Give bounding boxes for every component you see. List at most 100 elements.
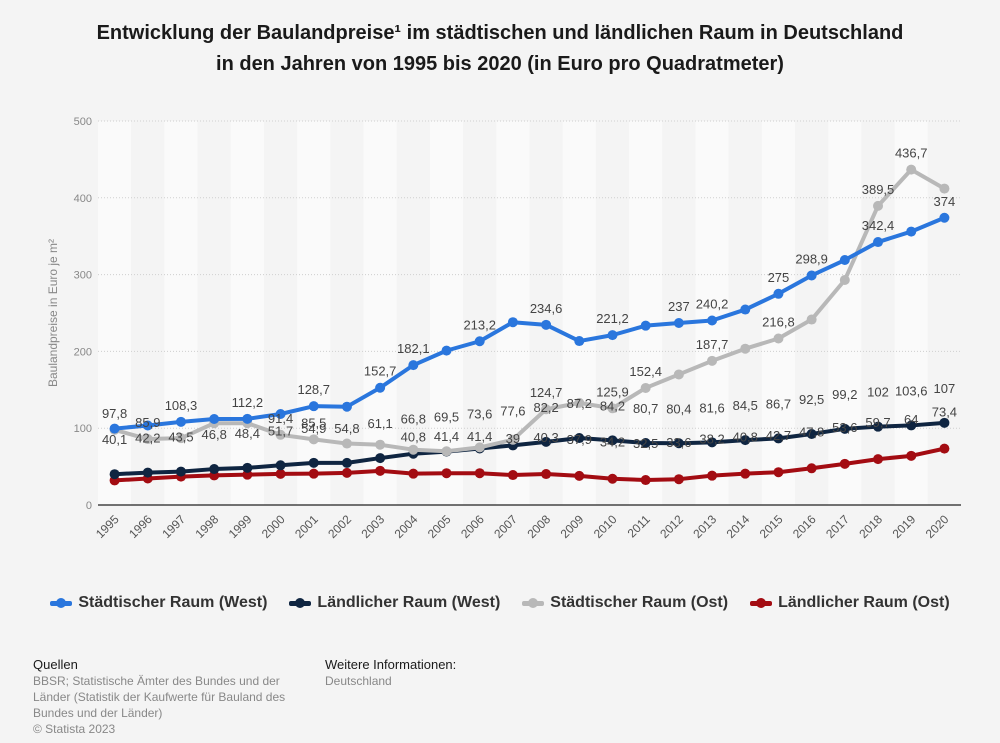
- data-point: [707, 437, 718, 448]
- data-label: 85,9: [135, 415, 160, 430]
- x-tick-label: 1998: [193, 512, 222, 541]
- data-label: 77,6: [500, 403, 525, 418]
- data-label: 125,9: [596, 384, 629, 399]
- data-point: [541, 404, 552, 415]
- data-point: [939, 417, 950, 428]
- data-label: 48,4: [235, 426, 260, 441]
- data-point: [408, 360, 419, 371]
- chart-title-line-2: in den Jahren von 1995 bis 2020 (in Euro…: [216, 53, 784, 75]
- data-label: 40,8: [401, 430, 426, 445]
- data-label: 80,4: [666, 401, 691, 416]
- data-label: 66,8: [401, 412, 426, 427]
- data-label: 64: [904, 412, 918, 427]
- legend-label: Städtischer Raum (West): [78, 594, 268, 611]
- background-stripe: [230, 121, 264, 505]
- data-label: 389,5: [862, 182, 895, 197]
- data-label: 59,7: [865, 415, 890, 430]
- legend-item[interactable]: Ländlicher Raum (Ost): [750, 594, 950, 612]
- x-tick-label: 2009: [558, 512, 587, 541]
- data-label: 40,3: [533, 430, 558, 445]
- info-text: Deutschland: [325, 674, 392, 688]
- data-point: [906, 450, 917, 461]
- legend-item[interactable]: Städtischer Raum (Ost): [522, 594, 728, 612]
- data-point: [209, 413, 220, 424]
- background-stripe: [562, 121, 596, 505]
- x-tick-label: 2017: [823, 512, 852, 541]
- data-label: 39: [506, 431, 520, 446]
- data-label: 374: [934, 194, 956, 209]
- y-axis-ticks: 0 100 200 300 400 500: [74, 116, 92, 512]
- data-label: 237: [668, 299, 690, 314]
- data-label: 124,7: [530, 385, 563, 400]
- background-stripe: [695, 121, 729, 505]
- series-line-1: [114, 420, 945, 477]
- data-point: [939, 212, 950, 223]
- data-point: [873, 237, 884, 248]
- data-point: [906, 164, 917, 175]
- data-point: [607, 330, 618, 341]
- data-label: 128,7: [297, 382, 330, 397]
- data-label: 37,9: [567, 432, 592, 447]
- data-label: 216,8: [762, 314, 795, 329]
- info-heading: Weitere Informationen:: [325, 657, 457, 672]
- legend-line-marker-icon: [289, 597, 312, 609]
- data-point: [773, 333, 784, 344]
- data-point: [839, 458, 850, 469]
- chart-title-line-1: Entwicklung der Baulandpreise¹ im städti…: [96, 22, 904, 44]
- data-point: [541, 469, 552, 480]
- data-point: [640, 320, 651, 331]
- x-tick-label: 2014: [724, 512, 753, 541]
- data-label: 42,7: [766, 428, 791, 443]
- data-point: [408, 468, 419, 479]
- y-tick-label: 0: [86, 500, 92, 512]
- data-point: [873, 454, 884, 465]
- data-label: 275: [768, 270, 790, 285]
- data-label: 42,2: [135, 431, 160, 446]
- chart-title: Entwicklung der Baulandpreise¹ im städti…: [0, 18, 1000, 80]
- data-point: [740, 468, 751, 479]
- data-label: 41,4: [467, 429, 492, 444]
- data-label: 107: [934, 381, 956, 396]
- data-point: [574, 336, 585, 347]
- x-tick-label: 1999: [226, 512, 255, 541]
- data-point: [839, 423, 850, 434]
- data-point: [408, 444, 419, 455]
- data-label: 73,6: [467, 406, 492, 421]
- x-tick-label: 2011: [625, 512, 653, 540]
- data-label: 40,1: [102, 432, 127, 447]
- data-point: [773, 433, 784, 444]
- data-point: [507, 434, 518, 445]
- data-label: 51,7: [268, 423, 293, 438]
- data-label: 33,6: [666, 435, 691, 450]
- data-point: [275, 468, 286, 479]
- x-tick-label: 1996: [126, 512, 155, 541]
- data-point: [375, 382, 386, 393]
- data-point: [673, 317, 684, 328]
- data-point: [474, 468, 485, 479]
- data-point: [740, 304, 751, 315]
- data-point: [142, 434, 153, 445]
- data-label: 80,7: [633, 401, 658, 416]
- data-point: [308, 401, 319, 412]
- x-tick-label: 2019: [890, 512, 919, 541]
- data-label: 82,2: [533, 400, 558, 415]
- sources-heading: Quellen: [33, 657, 78, 672]
- legend-item[interactable]: Ländlicher Raum (West): [289, 594, 500, 612]
- data-point: [341, 401, 352, 412]
- series-lines: [109, 164, 950, 486]
- data-point: [806, 428, 817, 439]
- legend: Städtischer Raum (West) Ländlicher Raum (…: [0, 594, 1000, 612]
- data-point: [707, 315, 718, 326]
- data-label: 46,8: [202, 427, 227, 442]
- data-point: [175, 416, 186, 427]
- y-tick-label: 300: [74, 270, 92, 282]
- data-label: 182,1: [397, 341, 430, 356]
- data-point: [275, 460, 286, 471]
- data-point: [640, 382, 651, 393]
- data-point: [341, 438, 352, 449]
- data-point: [441, 446, 452, 457]
- data-label: 240,2: [696, 297, 729, 312]
- x-tick-label: 1995: [93, 512, 122, 541]
- legend-line-marker-icon: [50, 597, 73, 609]
- legend-item[interactable]: Städtischer Raum (West): [50, 594, 267, 612]
